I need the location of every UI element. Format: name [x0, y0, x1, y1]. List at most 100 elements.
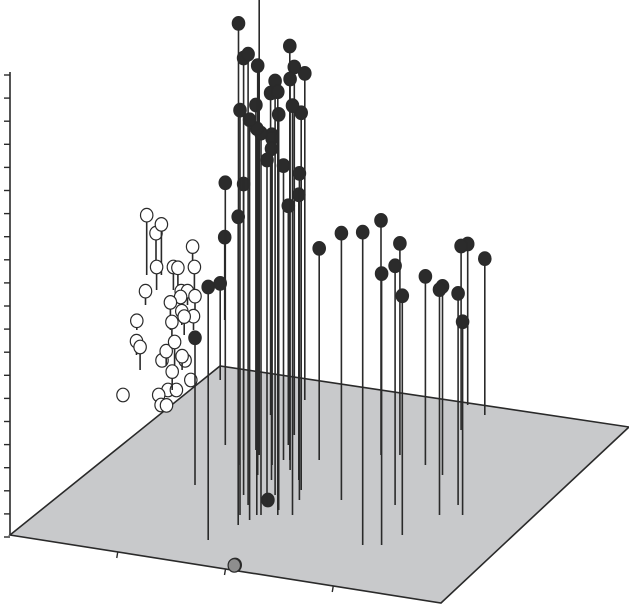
data-point: [281, 198, 296, 445]
point-marker-dark: [292, 165, 307, 181]
data-point: [271, 106, 286, 510]
point-marker-light: [171, 260, 185, 276]
data-point: [418, 269, 433, 465]
point-marker-dark: [285, 98, 300, 113]
point-marker-light: [130, 313, 144, 329]
point-marker-light: [177, 309, 191, 325]
data-point: [270, 84, 285, 515]
point-marker-dark: [374, 212, 388, 228]
point-marker-dark: [432, 282, 447, 298]
point-marker-dark: [231, 209, 245, 225]
data-point: [130, 313, 144, 330]
point-marker-dark: [249, 97, 263, 113]
point-marker-dark: [250, 58, 265, 73]
data-point: [149, 259, 164, 290]
point-marker-dark: [231, 15, 246, 31]
data-point: [451, 286, 465, 505]
point-marker-light: [187, 259, 202, 275]
data-point: [167, 334, 182, 365]
point-marker-light: [159, 398, 174, 413]
data-point: [395, 288, 410, 535]
data-point: [138, 283, 153, 305]
data-point: [139, 207, 154, 275]
data-point: [165, 364, 179, 390]
point-marker-dark: [260, 152, 274, 168]
data-point: [355, 224, 370, 545]
data-point: [133, 339, 147, 370]
point-marker-gray: [227, 558, 242, 573]
data-point: [374, 266, 389, 545]
data-point: [175, 348, 189, 370]
data-point: [393, 235, 407, 455]
floor-tick: [223, 568, 227, 576]
points-layer: [116, 0, 492, 573]
data-point: [213, 276, 227, 380]
point-marker-dark: [261, 492, 275, 508]
data-point: [454, 238, 468, 430]
point-marker-dark: [388, 258, 402, 274]
point-marker-dark: [355, 224, 370, 240]
point-marker-dark: [218, 175, 233, 191]
data-point: [159, 398, 174, 413]
point-marker-light: [116, 387, 130, 403]
point-marker-dark: [188, 330, 202, 346]
point-marker-dark: [374, 266, 389, 282]
data-point: [292, 165, 307, 500]
point-marker-dark: [241, 46, 255, 62]
data-point: [159, 343, 173, 365]
point-marker-dark: [451, 286, 465, 301]
point-marker-light: [165, 314, 179, 330]
point-marker-light: [154, 216, 169, 232]
point-marker-dark: [455, 314, 470, 330]
data-point: [231, 209, 245, 525]
point-marker-dark: [283, 71, 297, 87]
point-marker-dark: [233, 102, 247, 118]
point-marker-dark: [270, 84, 285, 100]
point-marker-dark: [312, 240, 326, 256]
point-marker-light: [184, 372, 198, 388]
data-point: [188, 330, 202, 485]
point-marker-light: [163, 295, 178, 310]
data-point: [432, 282, 447, 515]
point-marker-light: [175, 348, 189, 364]
point-marker-dark: [393, 235, 407, 251]
point-marker-light: [167, 334, 182, 350]
data-point: [261, 492, 275, 508]
point-marker-dark: [454, 238, 468, 254]
data-point: [287, 59, 302, 435]
data-point: [188, 288, 202, 310]
point-marker-dark: [242, 112, 257, 128]
data-point: [187, 259, 202, 290]
data-point: [177, 309, 191, 335]
data-point: [241, 46, 255, 505]
point-marker-light: [169, 382, 184, 398]
floor-tick: [331, 585, 334, 593]
data-point: [297, 65, 312, 400]
point-marker-light: [133, 339, 147, 355]
point-marker-light: [139, 207, 154, 223]
data-point: [258, 0, 261, 455]
point-marker-light: [138, 283, 153, 299]
data-point: [227, 558, 242, 573]
z-axis-ticks: [4, 74, 10, 538]
point-marker-light: [185, 239, 200, 255]
point-marker-dark: [281, 198, 296, 214]
point-marker-light: [159, 343, 173, 359]
data-point: [184, 372, 198, 388]
data-point: [201, 279, 215, 540]
point-marker-dark: [271, 106, 286, 122]
data-point: [260, 152, 274, 505]
data-point: [218, 175, 233, 445]
point-marker-dark: [477, 251, 492, 267]
data-point: [312, 240, 326, 460]
data-point: [334, 225, 349, 500]
data-point: [477, 251, 492, 415]
floor-plane: [8, 365, 629, 604]
data-point: [242, 112, 257, 520]
data-point: [233, 102, 247, 515]
point-marker-dark: [282, 38, 297, 54]
point-marker-dark: [334, 225, 349, 241]
data-point: [285, 98, 300, 515]
floor-edge-ticks: [116, 551, 334, 593]
